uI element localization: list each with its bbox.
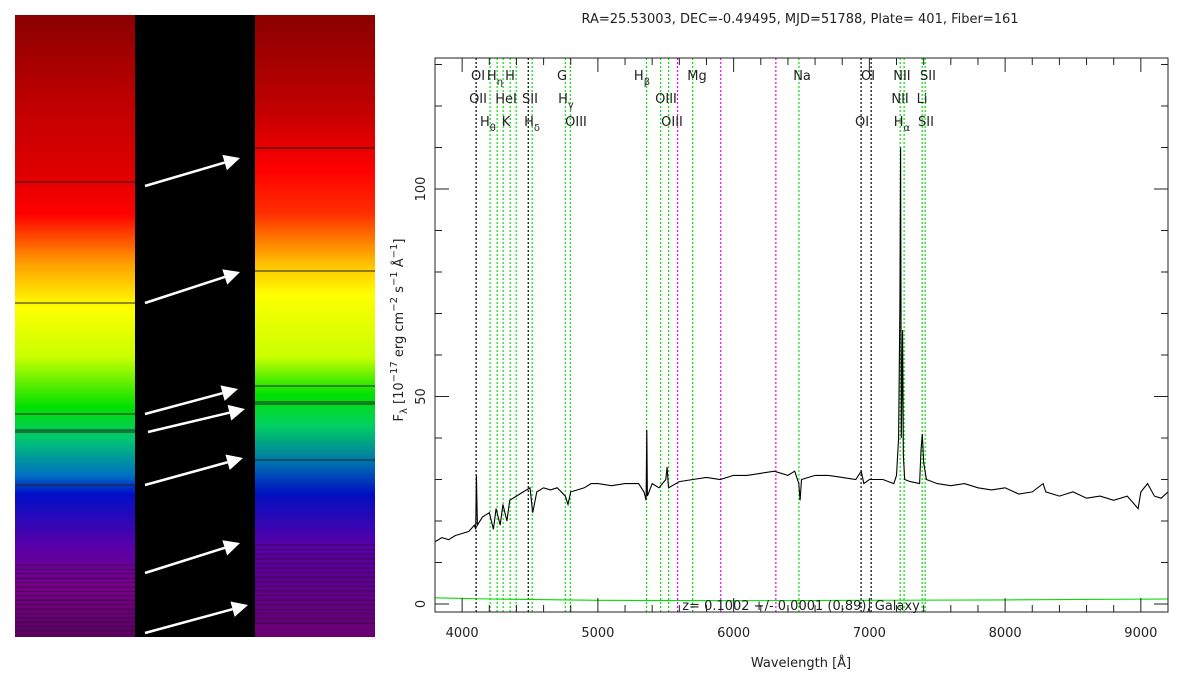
line-label: OI — [471, 69, 485, 84]
redshifted-spectrum — [255, 15, 375, 637]
x-tick-label: 9000 — [1124, 626, 1157, 641]
line-label: Hη — [487, 69, 503, 88]
redshift-annotation: z= 0.1002 +/- 0.0001 (0.89), Galaxy — [682, 599, 920, 614]
line-label: Li — [917, 92, 928, 107]
line-label: OIII — [655, 92, 677, 107]
line-label: K — [502, 115, 511, 130]
line-label: SII — [920, 69, 936, 84]
line-label: OI — [855, 115, 869, 130]
chart-title: RA=25.53003, DEC=-0.49495, MJD=51788, Pl… — [581, 12, 1018, 27]
line-label: OII — [469, 92, 487, 107]
line-label: NII — [891, 92, 908, 107]
line-label: Hα — [894, 115, 911, 134]
line-label: SII — [918, 115, 934, 130]
redshift-illustration — [15, 15, 375, 637]
y-tick-label: 100 — [414, 177, 429, 202]
x-tick-label: 8000 — [989, 626, 1022, 641]
line-label: SII — [522, 92, 538, 107]
line-label: Hγ — [558, 92, 574, 111]
x-tick-label: 6000 — [717, 626, 750, 641]
line-label: OI — [861, 69, 875, 84]
plot-frame — [434, 57, 1169, 613]
line-label: OIII — [661, 115, 683, 130]
axis-ticks: 4000 5000 6000 7000 8000 9000 0 50 100 — [414, 58, 1169, 641]
x-axis-label: Wavelength [Å] — [751, 655, 851, 671]
series-flux — [434, 147, 1169, 543]
line-label: NII — [893, 69, 910, 84]
arrow-icon — [144, 385, 238, 416]
arrow-icon — [144, 540, 240, 575]
arrow-panel — [135, 15, 255, 637]
arrow-icon — [147, 404, 245, 434]
arrow-icon — [144, 454, 243, 487]
line-label: OIII — [565, 115, 587, 130]
line-label: G — [557, 69, 567, 84]
x-tick-label: 5000 — [581, 626, 614, 641]
rest-frame-spectrum — [15, 15, 135, 637]
y-axis-label: Fλ [10−17 erg cm−2 s−1 Å−1] — [389, 239, 410, 422]
line-label: Hθ — [480, 115, 496, 134]
line-label: HeI — [495, 92, 517, 107]
y-tick-label: 0 — [414, 600, 429, 608]
arrow-icon — [144, 154, 240, 188]
arrow-icon — [144, 601, 248, 635]
line-label: Hβ — [634, 69, 650, 88]
line-label: Na — [793, 69, 811, 84]
x-tick-label: 4000 — [446, 626, 479, 641]
line-markers — [475, 58, 926, 612]
line-label: Mg — [687, 69, 706, 84]
arrow-icon — [144, 269, 240, 305]
line-label: Hδ — [524, 115, 540, 134]
line-label: H — [505, 69, 515, 84]
x-tick-label: 7000 — [853, 626, 886, 641]
y-tick-label: 50 — [414, 388, 429, 405]
series — [434, 147, 1169, 602]
